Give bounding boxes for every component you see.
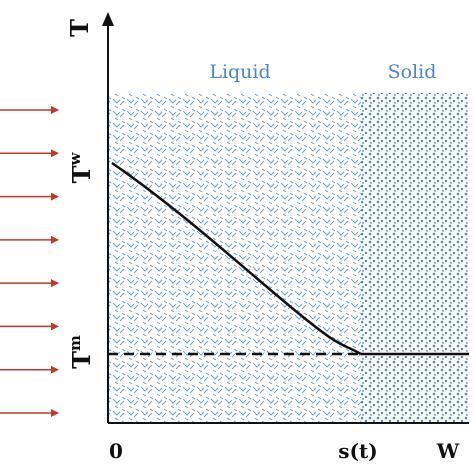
x-origin-label: 0	[109, 439, 123, 463]
solid-label: Solid	[388, 61, 437, 83]
temperature-profile-curve	[111, 161, 362, 356]
x-interface-label: s(t)	[338, 439, 377, 463]
x-end-label: W	[436, 439, 460, 463]
liquid-label: Liquid	[209, 61, 270, 83]
solid-region	[361, 93, 469, 423]
wall-temperature-label: Tw	[66, 152, 96, 184]
heat-flux-arrows	[0, 106, 59, 417]
melt-temperature-label: Tm	[66, 335, 96, 369]
y-axis-label: T	[65, 19, 94, 37]
y-axis-arrowhead	[102, 12, 114, 26]
